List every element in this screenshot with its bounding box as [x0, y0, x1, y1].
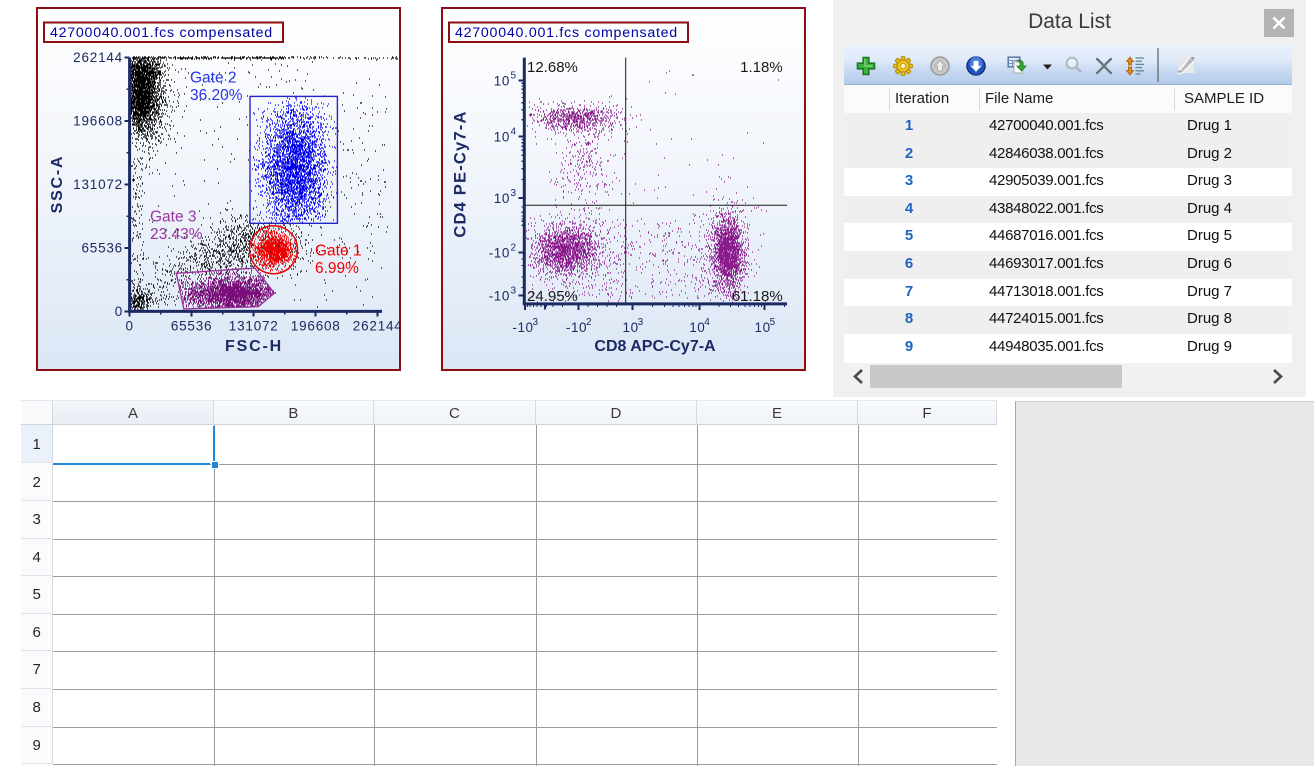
svg-text:23.43%: 23.43%: [150, 226, 203, 243]
svg-text:0: 0: [115, 304, 123, 319]
svg-text:5: 5: [770, 317, 776, 328]
svg-text:10: 10: [494, 191, 510, 206]
svg-text:4: 4: [511, 127, 517, 138]
svg-text:CD4 PE-Cy7-A: CD4 PE-Cy7-A: [452, 110, 470, 237]
svg-text:42700040.001.fcs compensated: 42700040.001.fcs compensated: [455, 25, 678, 41]
svg-text:24.95%: 24.95%: [527, 288, 578, 305]
svg-text:0: 0: [125, 319, 133, 334]
svg-text:Gate 1: Gate 1: [315, 243, 362, 260]
svg-text:10: 10: [494, 130, 510, 145]
svg-text:262144: 262144: [73, 50, 123, 65]
svg-text:2: 2: [586, 317, 592, 328]
svg-text:CD8 APC-Cy7-A: CD8 APC-Cy7-A: [594, 338, 716, 355]
svg-text:-10: -10: [489, 289, 510, 304]
svg-text:3: 3: [533, 317, 539, 328]
svg-text:6.99%: 6.99%: [315, 260, 359, 277]
svg-text:Gate 2: Gate 2: [190, 70, 237, 87]
svg-text:-10: -10: [489, 246, 510, 261]
svg-text:65536: 65536: [81, 240, 123, 255]
svg-text:131072: 131072: [73, 177, 123, 192]
svg-text:42700040.001.fcs compensated: 42700040.001.fcs compensated: [50, 25, 273, 41]
svg-text:5: 5: [511, 71, 517, 82]
svg-text:10: 10: [622, 320, 638, 335]
svg-text:65536: 65536: [171, 319, 213, 334]
svg-text:61.18%: 61.18%: [732, 288, 783, 305]
svg-text:4: 4: [704, 317, 710, 328]
svg-text:SSC-A: SSC-A: [49, 155, 66, 214]
svg-text:-10: -10: [566, 320, 587, 335]
svg-text:196608: 196608: [291, 319, 341, 334]
svg-text:Gate 3: Gate 3: [150, 209, 197, 226]
svg-text:10: 10: [494, 74, 510, 89]
svg-text:3: 3: [511, 286, 517, 297]
svg-text:3: 3: [511, 188, 517, 199]
svg-text:-10: -10: [512, 320, 533, 335]
svg-text:36.20%: 36.20%: [190, 87, 243, 104]
svg-text:3: 3: [638, 317, 644, 328]
svg-text:131072: 131072: [229, 319, 279, 334]
svg-text:12.68%: 12.68%: [527, 59, 578, 76]
svg-text:FSC-H: FSC-H: [225, 338, 283, 355]
svg-text:10: 10: [754, 320, 770, 335]
svg-text:196608: 196608: [73, 114, 123, 129]
svg-text:10: 10: [689, 320, 705, 335]
svg-text:1.18%: 1.18%: [740, 59, 783, 76]
svg-text:262144: 262144: [353, 319, 401, 334]
svg-text:2: 2: [511, 243, 517, 254]
